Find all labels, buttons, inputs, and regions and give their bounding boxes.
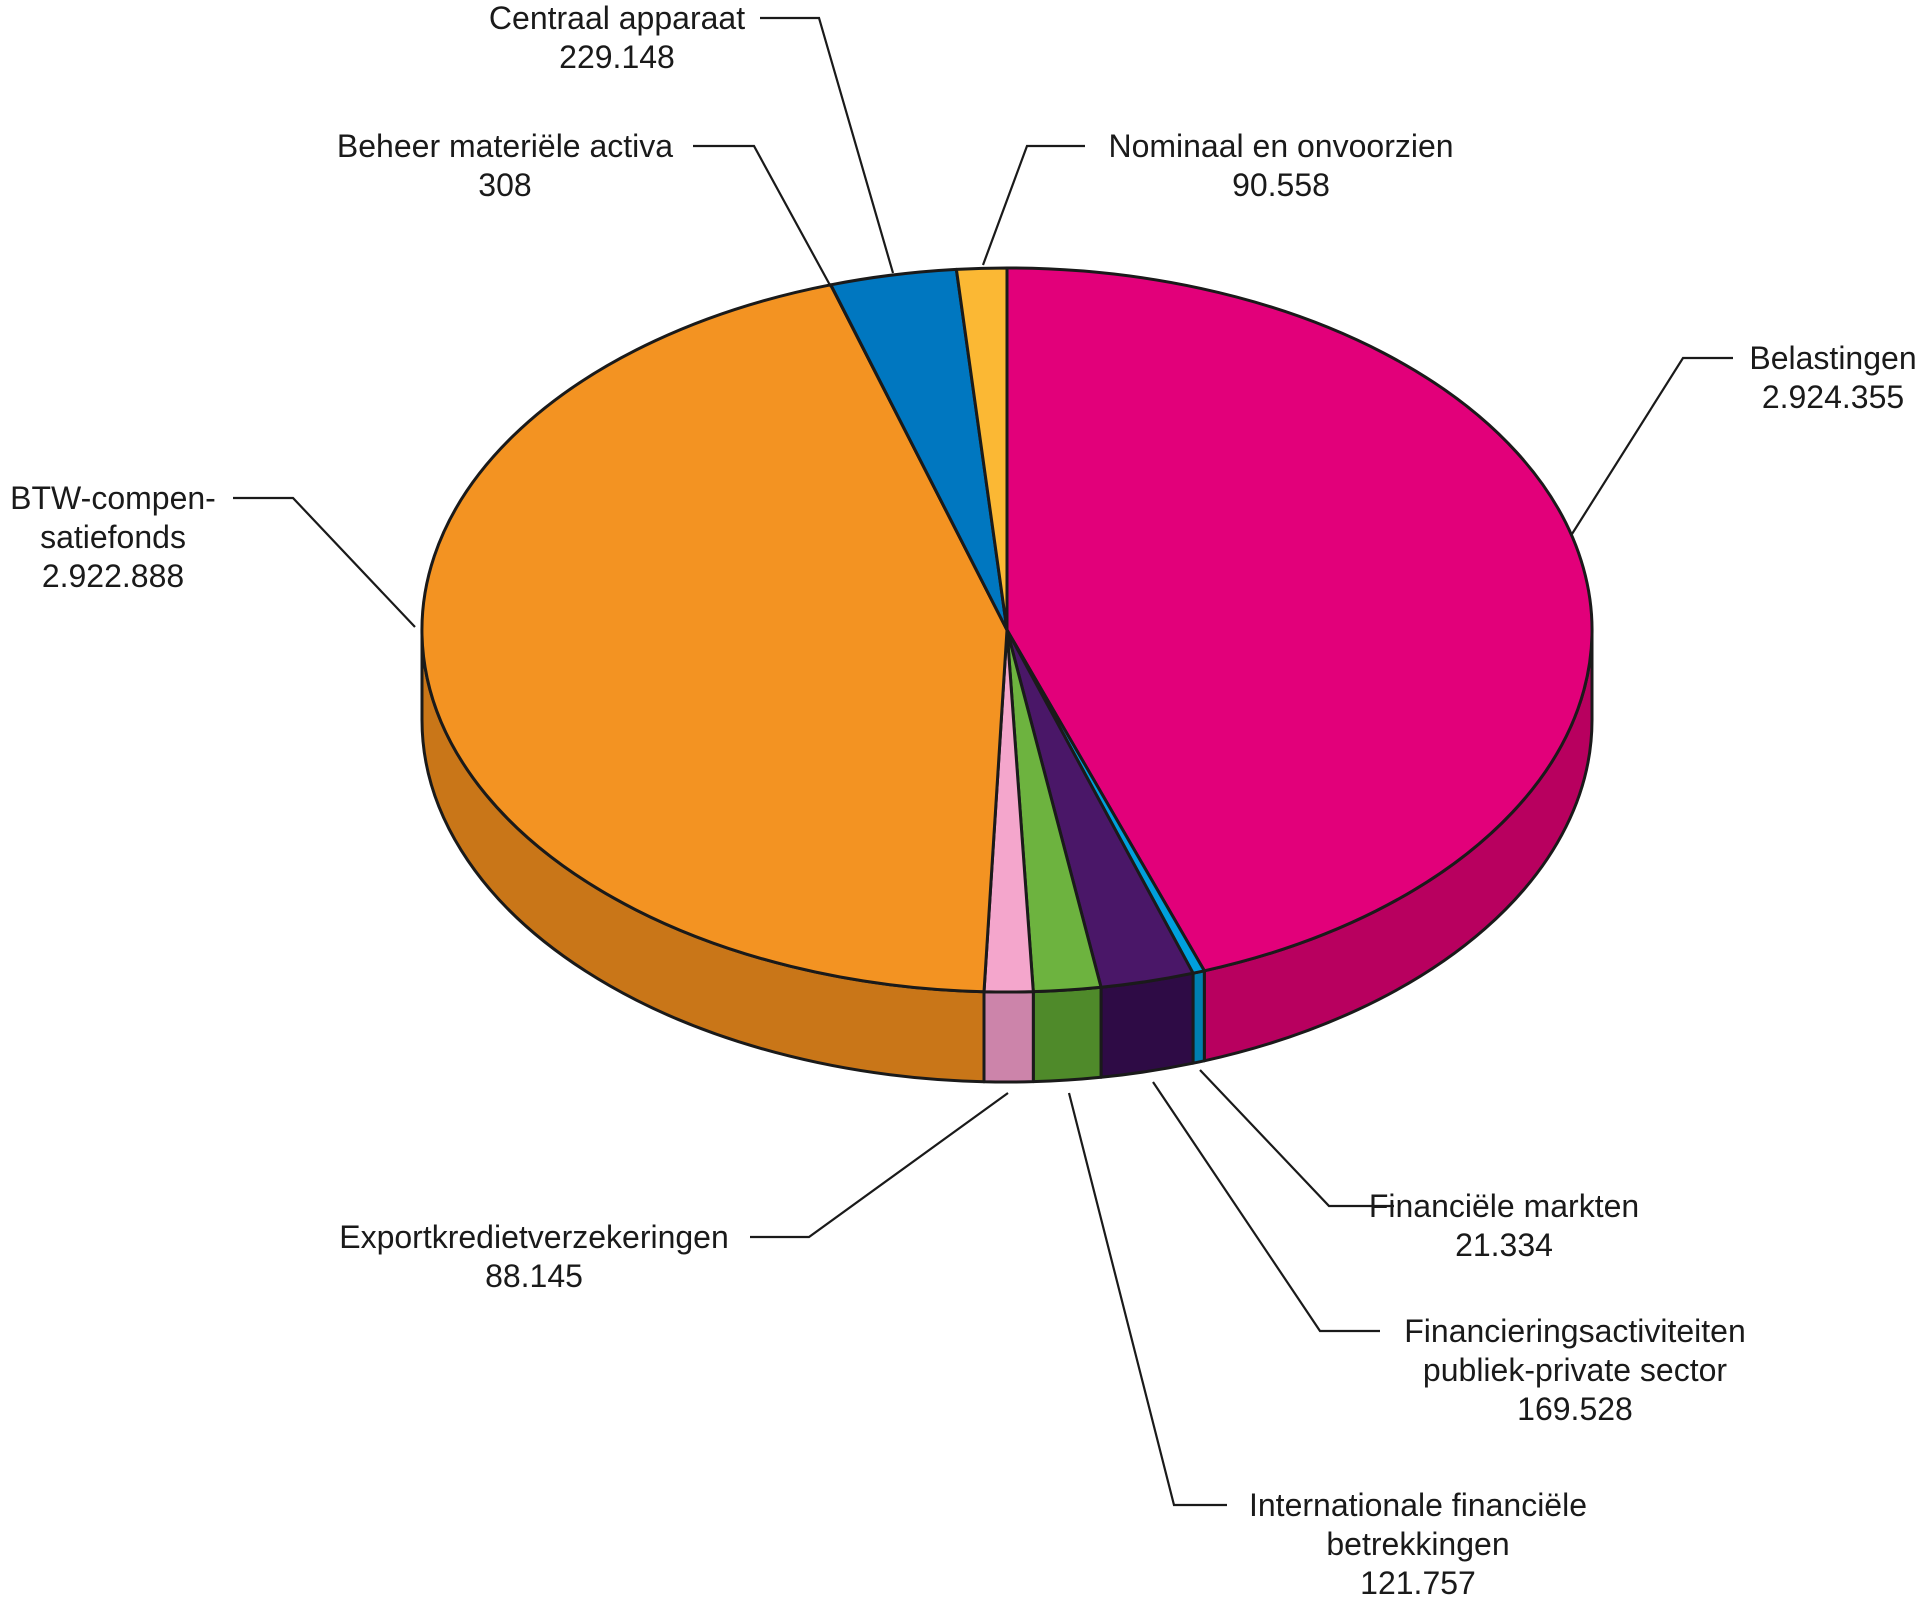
slice-value-label: 90.558 (1232, 167, 1330, 203)
slice-name-label: Financieringsactiviteiten (1404, 1313, 1746, 1349)
leader-line-exportkredietverzekeringen (750, 1092, 1009, 1239)
pie-slice-belastingen (1005, 266, 1594, 973)
slice-label-beheer-materiele-activa: Beheer materiële activa 308 (337, 128, 673, 203)
slice-name-label: Belastingen (1749, 340, 1916, 376)
pie-sides (420, 628, 1594, 1084)
slice-labels: Belastingen 2.924.355 Financiële markten 21… (10, 0, 1916, 1601)
pie-slice-btw-compensatiefonds (420, 283, 1009, 994)
slice-name-label: betrekkingen (1326, 1526, 1509, 1562)
slice-name-label: Exportkredietverzekeringen (339, 1219, 729, 1255)
leader-line-beheer-materiele-activa (693, 144, 832, 288)
slice-label-financieringsactiviteiten-publiek-private-sector: Financieringsactiviteiten publiek-private… (1404, 1313, 1746, 1427)
pie-side-financiele-markten (1191, 969, 1206, 1065)
slice-label-internationale-financiele-betrekkingen: Internationale financiële betrekkingen 121… (1249, 1487, 1587, 1601)
slice-label-financiele-markten: Financiële markten 21.334 (1369, 1188, 1639, 1263)
slice-name-label: publiek-private sector (1423, 1352, 1727, 1388)
slice-value-label: 308 (478, 167, 531, 203)
slice-value-label: 21.334 (1455, 1227, 1553, 1263)
slice-label-nominaal-en-onvoorzien: Nominaal en onvoorzien 90.558 (1108, 128, 1453, 203)
leader-line-internationale-financiele-betrekkingen (1067, 1092, 1227, 1507)
slice-value-label: 2.922.888 (42, 558, 184, 594)
leader-line-nominaal-en-onvoorzien (981, 144, 1085, 266)
slice-value-label: 88.145 (485, 1258, 583, 1294)
pie-side-exportkredietverzekeringen (982, 990, 1035, 1084)
leader-line-belastingen (1571, 356, 1733, 535)
pie-side-financieringsactiviteiten-publiek-private-sector (1099, 971, 1195, 1079)
slice-label-exportkredietverzekeringen: Exportkredietverzekeringen 88.145 (339, 1219, 729, 1294)
slice-label-belastingen: Belastingen 2.924.355 (1749, 340, 1916, 415)
slice-label-centraal-apparaat: Centraal apparaat 229.148 (489, 0, 745, 75)
pie-slices (420, 266, 1594, 994)
slice-value-label: 229.148 (559, 39, 675, 75)
slice-name-label: BTW-compen- (10, 480, 216, 516)
leader-line-centraal-apparaat (760, 16, 895, 274)
leader-lines (233, 16, 1733, 1507)
slice-name-label: Financiële markten (1369, 1188, 1639, 1224)
pie-side-internationale-financiele-betrekkingen (1031, 985, 1103, 1084)
leader-line-financiele-markten (1199, 1069, 1394, 1208)
leader-line-btw-compensatiefonds (233, 496, 416, 628)
slice-name-label: satiefonds (40, 519, 186, 555)
slice-value-label: 121.757 (1360, 1565, 1476, 1601)
slice-name-label: Centraal apparaat (489, 0, 745, 36)
leader-line-financieringsactiviteiten-publiek-private-sector (1152, 1081, 1380, 1333)
slice-name-label: Nominaal en onvoorzien (1108, 128, 1453, 164)
pie-slice-nominaal-en-onvoorzien (954, 266, 1009, 632)
slice-name-label: Internationale financiële (1249, 1487, 1587, 1523)
slice-value-label: 2.924.355 (1762, 379, 1904, 415)
slice-name-label: Beheer materiële activa (337, 128, 673, 164)
slice-label-btw-compensatiefonds: BTW-compen-satiefonds 2.922.888 (10, 480, 216, 594)
slice-value-label: 169.528 (1517, 1391, 1633, 1427)
